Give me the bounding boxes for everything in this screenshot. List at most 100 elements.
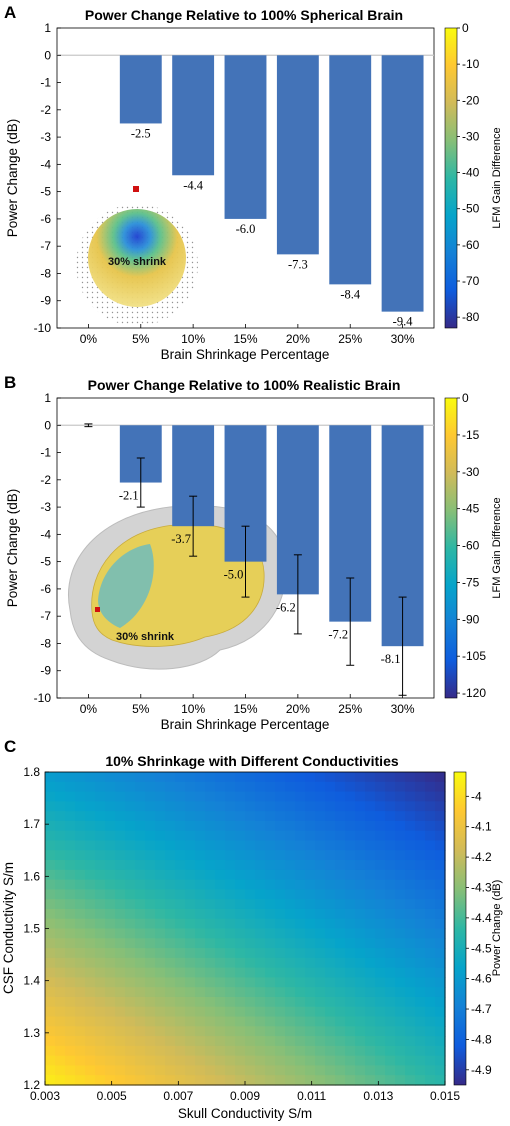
heatmap-cell xyxy=(385,1045,396,1057)
heatmap-cell xyxy=(405,820,416,832)
heatmap-cell xyxy=(195,879,206,890)
heatmap-cell xyxy=(165,1026,176,1037)
colorbar-label-b: LFM Gain Difference xyxy=(491,497,503,598)
heatmap-cell xyxy=(335,1045,346,1057)
heatmap-cell xyxy=(315,1045,326,1057)
heatmap-cell xyxy=(335,899,346,910)
heatmap-cell xyxy=(115,918,126,930)
heatmap-cell xyxy=(415,860,426,871)
heatmap-cell xyxy=(325,781,336,793)
heatmap-cell xyxy=(325,772,336,783)
heatmap-cell xyxy=(165,860,176,871)
heatmap-cell xyxy=(385,987,396,998)
heatmap-cell xyxy=(405,957,416,969)
panel-letter-c: C xyxy=(4,737,16,756)
colorbar-tick-label: -15 xyxy=(462,428,480,442)
heatmap-cell xyxy=(215,879,226,890)
heatmap-cell xyxy=(95,977,106,988)
heatmap-cell xyxy=(305,889,316,900)
heatmap-cell xyxy=(155,801,166,812)
heatmap-cell xyxy=(75,957,86,969)
heatmap-cell xyxy=(205,918,216,930)
heatmap-cell xyxy=(165,840,176,851)
heatmap-cell xyxy=(385,801,396,812)
heatmap-cell xyxy=(235,938,246,949)
heatmap-cell xyxy=(135,938,146,949)
heatmap-cell xyxy=(175,1016,186,1027)
colorbar-b xyxy=(444,397,458,699)
heatmap-cell xyxy=(335,1036,346,1047)
colorbar-label-a: LFM Gain Difference xyxy=(491,127,503,228)
heatmap-cell xyxy=(425,908,436,920)
heatmap-cell xyxy=(405,1016,416,1027)
heatmap-cell xyxy=(395,1026,406,1037)
heatmap-cell xyxy=(435,1075,446,1086)
heatmap-cell xyxy=(165,918,176,930)
heatmap-cell xyxy=(315,879,326,890)
heatmap-cell xyxy=(185,811,196,822)
heatmap-cell xyxy=(385,781,396,793)
heatmap-cell xyxy=(305,772,316,783)
heatmap-cell xyxy=(315,830,326,842)
heatmap-cell xyxy=(405,948,416,959)
heatmap-cell xyxy=(325,820,336,832)
heatmap-cell xyxy=(145,928,156,939)
heatmap-cell xyxy=(305,1036,316,1047)
heatmap-cell xyxy=(255,1075,266,1086)
heatmap-cell xyxy=(125,1075,136,1086)
heatmap-cell xyxy=(425,772,436,783)
heatmap-cell xyxy=(375,918,386,930)
heatmap-cell xyxy=(375,938,386,949)
heatmap-cell xyxy=(405,781,416,793)
heatmap-cell xyxy=(55,1045,66,1057)
heatmap-cell xyxy=(195,811,206,822)
heatmap-cell xyxy=(305,1055,316,1067)
heatmap-cell xyxy=(195,1036,206,1047)
heatmap-cell xyxy=(85,1055,96,1067)
heatmap-cell xyxy=(145,996,156,1008)
heatmap-cell xyxy=(65,1065,76,1076)
heatmap-cell xyxy=(75,869,86,881)
heatmap-cell xyxy=(45,820,56,832)
heatmap-cell xyxy=(195,948,206,959)
heatmap-cell xyxy=(245,781,256,793)
heatmap-cell xyxy=(285,977,296,988)
heatmap-cell xyxy=(65,1036,76,1047)
heatmap-cell xyxy=(155,860,166,871)
heatmap-cell xyxy=(115,938,126,949)
heatmap-cell xyxy=(375,1075,386,1086)
heatmap-cell xyxy=(225,781,236,793)
heatmap-cell xyxy=(105,928,116,939)
heatmap-cell xyxy=(335,938,346,949)
heatmap-cell xyxy=(175,781,186,793)
heatmap-cell xyxy=(345,781,356,793)
heatmap-cell xyxy=(305,1045,316,1057)
heatmap-cell xyxy=(295,811,306,822)
heatmap-cell xyxy=(235,1006,246,1018)
heatmap-cell xyxy=(175,977,186,988)
ytick-label: -2 xyxy=(40,103,51,117)
heatmap-cell xyxy=(255,977,266,988)
heatmap-cell xyxy=(45,908,56,920)
heatmap-cell xyxy=(305,1075,316,1086)
heatmap-cell xyxy=(45,899,56,910)
heatmap-cell xyxy=(335,830,346,842)
heatmap-cell xyxy=(65,1075,76,1086)
heatmap-cell xyxy=(155,772,166,783)
panel-b: B Power Change Relative to 100% Realisti… xyxy=(4,373,503,732)
heatmap-cell xyxy=(405,987,416,998)
heatmap-cell xyxy=(345,967,356,979)
heatmap-cell xyxy=(185,948,196,959)
heatmap-cell xyxy=(195,987,206,998)
heatmap-cell xyxy=(315,948,326,959)
heatmap-cell xyxy=(405,1045,416,1057)
heatmap-cell xyxy=(45,791,56,802)
heatmap-cell xyxy=(145,987,156,998)
heatmap-cell xyxy=(135,987,146,998)
heatmap-cell xyxy=(135,1065,146,1076)
heatmap-cell xyxy=(75,811,86,822)
heatmap-cell xyxy=(65,899,76,910)
heatmap-cell xyxy=(435,1036,446,1047)
heatmap-cell xyxy=(235,850,246,861)
heatmap-cell xyxy=(185,938,196,949)
